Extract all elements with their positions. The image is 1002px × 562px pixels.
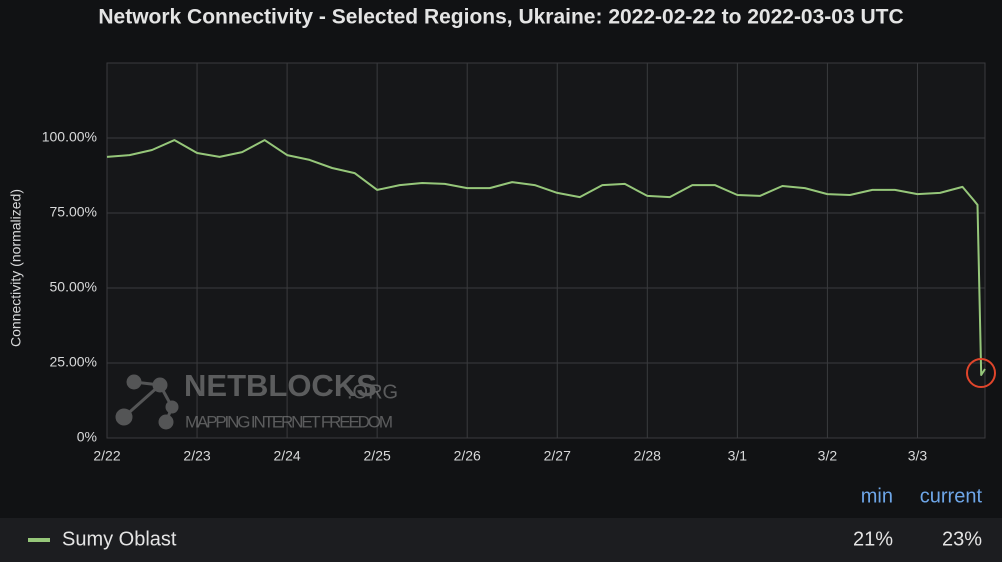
watermark-tagline: MAPPING INTERNET FREEDOM — [185, 412, 393, 431]
watermark: NETBLOCKS .ORG MAPPING INTERNET FREEDOM — [115, 368, 398, 431]
x-tick-label: 2/26 — [454, 448, 481, 464]
legend-header: min — [861, 485, 893, 507]
y-tick-label: 100.00% — [42, 129, 97, 145]
chart-title: Network Connectivity - Selected Regions,… — [98, 6, 903, 29]
watermark-suffix: .ORG — [347, 381, 398, 403]
y-tick-label: 25.00% — [50, 354, 97, 370]
x-tick-label: 2/22 — [93, 448, 120, 464]
legend-value: 23% — [942, 528, 982, 550]
x-tick-label: 3/2 — [818, 448, 838, 464]
x-tick-label: 2/27 — [544, 448, 571, 464]
x-tick-label: 2/25 — [364, 448, 391, 464]
y-tick-label: 50.00% — [50, 279, 97, 295]
watermark-name: NETBLOCKS — [184, 368, 377, 403]
legend-row — [0, 518, 1002, 562]
x-tick-label: 2/28 — [634, 448, 661, 464]
y-tick-label: 0% — [77, 429, 97, 445]
legend-header: current — [920, 485, 983, 507]
y-axis-label: Connectivity (normalized) — [8, 189, 24, 347]
x-tick-label: 2/24 — [273, 448, 300, 464]
watermark-logo — [115, 374, 179, 430]
legend-value: 21% — [853, 528, 893, 550]
y-tick-label: 75.00% — [50, 204, 97, 220]
x-tick-label: 3/1 — [728, 448, 748, 464]
legend-label: Sumy Oblast — [62, 528, 177, 550]
plot-area — [106, 62, 986, 439]
x-tick-label: 2/23 — [183, 448, 210, 464]
x-tick-label: 3/3 — [908, 448, 928, 464]
line — [106, 139, 986, 376]
highlight-ring — [966, 358, 996, 388]
